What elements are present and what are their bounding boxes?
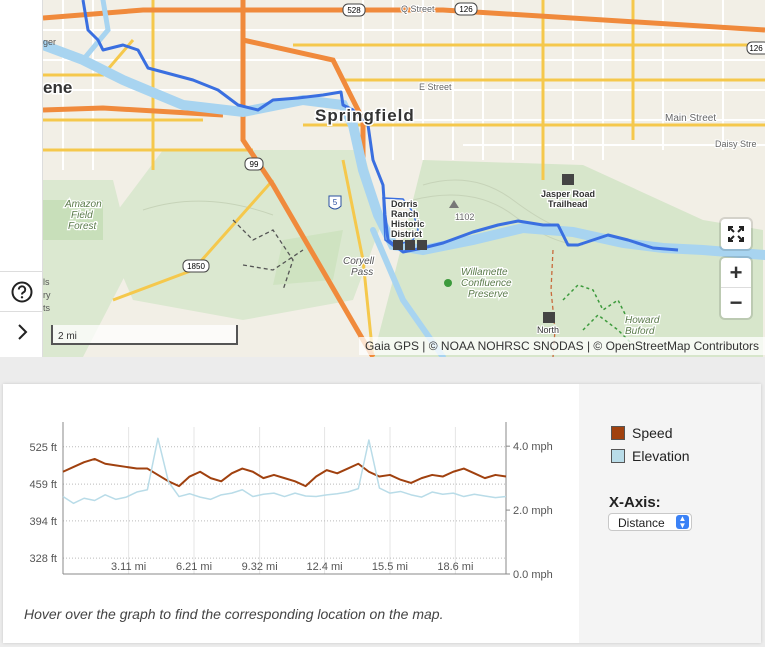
city-label-eugene: ene [43, 78, 72, 97]
district-label-2: Ranch [391, 209, 419, 219]
x-tick-label: 3.11 mi [111, 561, 146, 573]
street-label-q: Q Street [401, 4, 435, 14]
help-icon [11, 281, 32, 302]
preserve-label-1: Willamette [461, 267, 508, 278]
shield-126: 126 [459, 5, 473, 14]
forest-label-1: Amazon [64, 199, 102, 210]
street-label-main: Main Street [665, 113, 716, 124]
x-tick-label: 15.5 mi [372, 561, 408, 573]
chart-sidebar: Speed Elevation X-Axis: Distance ▲ ▼ [579, 384, 761, 643]
map-panel: 528 126 126 99 5 1850 Springfield ene Do… [0, 0, 765, 357]
peak-label: 1102 [455, 212, 474, 222]
map-left-toolbar [0, 0, 43, 357]
district-label-4: District [391, 229, 422, 239]
y-left-tick-label: 328 ft [29, 553, 57, 565]
edge-label-4: ts [43, 303, 51, 313]
chevron-right-icon [17, 323, 27, 340]
preserve-label-2: Confluence [461, 278, 512, 289]
street-label-daisy: Daisy Stre [715, 139, 757, 149]
trailhead-label-2: Trailhead [548, 199, 588, 209]
shield-1850: 1850 [187, 262, 205, 271]
fullscreen-button[interactable] [721, 219, 751, 249]
legend-item-speed: Speed [611, 425, 672, 441]
edge-label-2: ls [43, 277, 50, 287]
y-right-tick-label: 4.0 mph [513, 441, 553, 453]
legend-swatch-speed [611, 426, 625, 440]
zoom-in-button[interactable]: + [721, 258, 751, 288]
street-label-e: E Street [419, 82, 452, 92]
north-label: North [537, 325, 559, 335]
shield-i5: 5 [333, 198, 338, 207]
legend-item-elevation: Elevation [611, 448, 690, 464]
shield-528: 528 [347, 6, 361, 15]
x-tick-label: 9.32 mi [242, 561, 278, 573]
help-button[interactable] [0, 271, 43, 311]
map-canvas[interactable]: 528 126 126 99 5 1850 Springfield ene Do… [43, 0, 765, 357]
fullscreen-control [721, 219, 751, 249]
zoom-control: + − [721, 258, 751, 318]
scale-bar: 2 mi [51, 325, 238, 345]
legend-label-speed: Speed [632, 425, 673, 441]
edge-label-1: ger [43, 37, 56, 47]
xaxis-select-value: Distance [618, 516, 665, 530]
pass-label-1: Coryell [343, 256, 375, 267]
chart-area[interactable]: 3.11 mi 6.21 mi 9.32 mi 12.4 mi 15.5 mi 18.6 … [3, 384, 579, 643]
select-arrows-icon: ▲ ▼ [676, 515, 689, 530]
x-tick-label: 18.6 mi [437, 561, 473, 573]
pass-label-2: Pass [351, 267, 373, 278]
xaxis-label: X-Axis: [609, 494, 661, 511]
chart-panel: 3.11 mi 6.21 mi 9.32 mi 12.4 mi 15.5 mi 18.6 … [3, 384, 761, 643]
legend-label-elevation: Elevation [632, 448, 690, 464]
forest-label-2: Field [71, 210, 93, 221]
zoom-out-button[interactable]: − [729, 290, 743, 315]
district-label-1: Dorris [391, 199, 418, 209]
trailhead-label-1: Jasper Road [541, 189, 595, 199]
xaxis-select[interactable]: Distance ▲ ▼ [608, 513, 692, 531]
expand-sidebar-button[interactable] [0, 311, 43, 351]
park-label-2: Buford [625, 326, 655, 337]
y-left-tick-label: 459 ft [29, 479, 57, 491]
y-left-tick-label: 394 ft [29, 516, 57, 528]
hover-hint: Hover over the graph to find the corresp… [24, 606, 444, 622]
elevation-speed-chart[interactable]: 3.11 mi 6.21 mi 9.32 mi 12.4 mi 15.5 mi 18.6 … [3, 384, 579, 594]
x-tick-label: 12.4 mi [307, 561, 343, 573]
poi-markers [393, 174, 574, 323]
legend-swatch-elevation [611, 449, 625, 463]
y-left-tick-label: 525 ft [29, 442, 57, 454]
series-line-speed [62, 457, 507, 488]
expand-icon [728, 226, 744, 242]
map-image: 528 126 126 99 5 1850 Springfield ene Do… [43, 0, 765, 357]
forest-label-3: Forest [68, 221, 98, 232]
edge-label-3: ry [43, 290, 51, 300]
preserve-label-3: Preserve [468, 289, 508, 300]
y-right-tick-label: 0.0 mph [513, 569, 553, 581]
district-label-3: Historic [391, 219, 425, 229]
shield-99: 99 [250, 160, 259, 169]
x-tick-label: 6.21 mi [176, 561, 212, 573]
city-label-springfield: Springfield [315, 106, 415, 125]
y-right-tick-label: 2.0 mph [513, 505, 553, 517]
shield-126-east: 126 [749, 44, 763, 53]
series-line-elevation [62, 437, 507, 505]
map-attribution: Gaia GPS | © NOAA NOHRSC SNODAS | © Open… [358, 337, 765, 355]
park-label-1: Howard [625, 315, 660, 326]
